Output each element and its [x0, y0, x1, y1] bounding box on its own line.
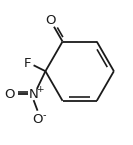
- Text: O: O: [32, 113, 43, 126]
- Text: +: +: [36, 85, 44, 94]
- Text: -: -: [43, 110, 46, 120]
- Text: F: F: [23, 57, 31, 70]
- Text: O: O: [45, 14, 56, 27]
- Text: N: N: [29, 88, 38, 101]
- Text: O: O: [4, 88, 14, 101]
